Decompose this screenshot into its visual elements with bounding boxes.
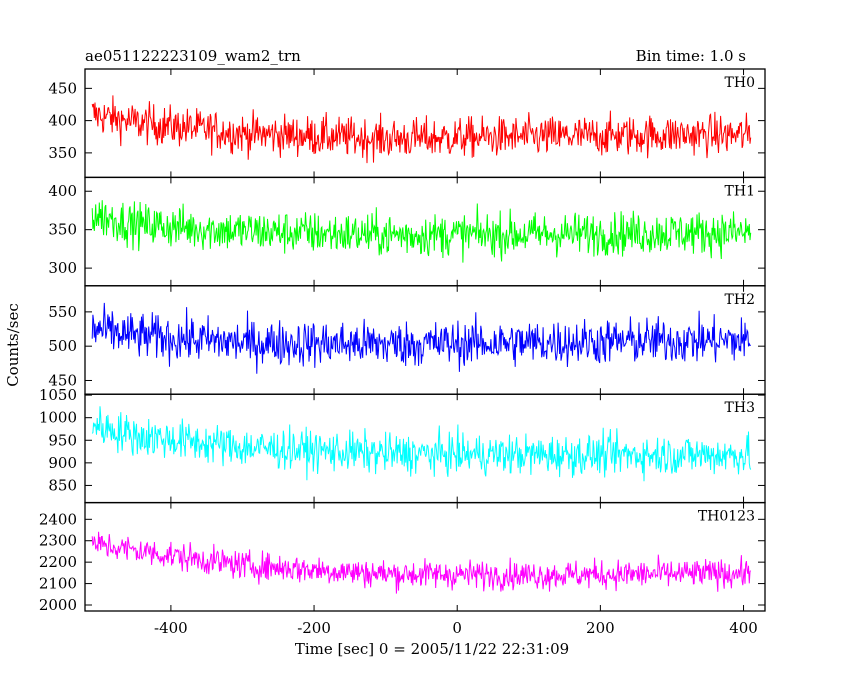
x-tick-label: -400 <box>154 619 188 637</box>
th2-y-tick-label: 450 <box>48 371 77 389</box>
th0123-series-line <box>91 531 752 594</box>
th0-series-line <box>91 95 752 164</box>
th1-y-tick-label: 300 <box>48 259 77 277</box>
x-tick-label: 0 <box>452 619 462 637</box>
th0-panel-label: TH0 <box>725 75 755 91</box>
th0123-y-tick-label: 2200 <box>39 553 77 571</box>
th3-y-tick-label: 850 <box>48 476 77 494</box>
th0-y-tick-label: 350 <box>48 144 77 162</box>
th1-y-tick-label: 350 <box>48 221 77 239</box>
th3-y-tick-label: 1000 <box>39 409 77 427</box>
th2-series-line <box>91 302 751 374</box>
th3-y-tick-label: 950 <box>48 431 77 449</box>
th2-y-tick-label: 500 <box>48 337 77 355</box>
th1-series-line <box>91 200 752 263</box>
th1-y-tick-label: 400 <box>48 182 77 200</box>
th0123-panel-label: TH0123 <box>698 509 755 525</box>
bin-time-label: Bin time: 1.0 s <box>636 47 746 65</box>
th1-panel-label: TH1 <box>725 183 755 199</box>
th2-y-tick-label: 550 <box>48 303 77 321</box>
panels-group: 350 400 450 TH0 300 350 400 TH1 450 500 550 TH2 850 9… <box>39 68 766 637</box>
th0123-y-tick-label: 2400 <box>39 510 77 528</box>
th3-y-tick-label: 1050 <box>39 386 77 404</box>
th0123-y-tick-label: 2300 <box>39 532 77 550</box>
th0-y-tick-label: 400 <box>48 112 77 130</box>
th0123-y-tick-label: 2000 <box>39 596 77 614</box>
th0123-y-tick-label: 2100 <box>39 575 77 593</box>
th3-series-line <box>91 406 752 482</box>
plot-title: ae051122223109_wam2_trn <box>85 47 301 65</box>
y-axis-label: Counts/sec <box>4 303 22 387</box>
th3-y-tick-label: 900 <box>48 454 77 472</box>
th2-panel-label: TH2 <box>725 292 755 308</box>
th0-y-tick-label: 450 <box>48 79 77 97</box>
th0123-panel-frame <box>84 501 766 612</box>
th3-panel-label: TH3 <box>725 400 755 416</box>
x-axis-label: Time [sec] 0 = 2005/11/22 22:31:09 <box>295 640 569 658</box>
x-tick-label: -200 <box>297 619 331 637</box>
x-tick-label: 200 <box>586 619 615 637</box>
x-tick-label: 400 <box>729 619 758 637</box>
